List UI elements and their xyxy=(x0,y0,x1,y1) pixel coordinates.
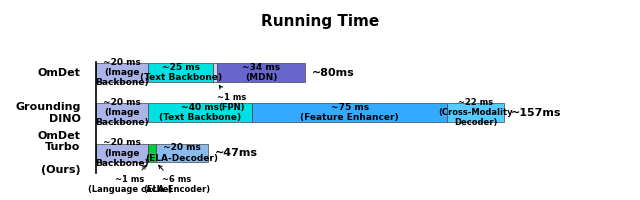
Text: ~6 ms
(ELA-Encoder): ~6 ms (ELA-Encoder) xyxy=(143,165,211,194)
Text: OmDet: OmDet xyxy=(38,68,81,78)
Text: ~20 ms
(Image
Backbone): ~20 ms (Image Backbone) xyxy=(95,138,149,168)
Text: ~75 ms
(Feature Enhancer): ~75 ms (Feature Enhancer) xyxy=(300,103,399,122)
Text: ~20 ms
(ELA-Decoder): ~20 ms (ELA-Decoder) xyxy=(145,143,218,163)
Text: ~34 ms
(MDN): ~34 ms (MDN) xyxy=(242,63,280,82)
Bar xyxy=(96,103,148,122)
Bar xyxy=(96,63,148,82)
Text: ~22 ms
(Cross-Modality
Decoder): ~22 ms (Cross-Modality Decoder) xyxy=(438,98,513,127)
Text: ~40 ms
(Text Backbone): ~40 ms (Text Backbone) xyxy=(159,103,241,122)
Text: ~157ms: ~157ms xyxy=(511,108,561,118)
Bar xyxy=(447,103,504,122)
Text: ~1 ms
(FPN): ~1 ms (FPN) xyxy=(217,85,246,112)
Text: Running Time: Running Time xyxy=(261,14,379,29)
Bar xyxy=(252,103,447,122)
Bar xyxy=(96,144,148,162)
Text: ~1 ms
(Language cache): ~1 ms (Language cache) xyxy=(88,165,172,194)
Text: ~20 ms
(Image
Backbone): ~20 ms (Image Backbone) xyxy=(95,58,149,87)
Bar xyxy=(156,144,208,162)
Text: Grounding
DINO: Grounding DINO xyxy=(15,102,81,124)
Bar xyxy=(217,63,305,82)
Bar xyxy=(148,144,156,162)
Text: OmDet
Turbo

(Ours): OmDet Turbo (Ours) xyxy=(38,131,81,175)
Text: ~25 ms
(Text Backbone): ~25 ms (Text Backbone) xyxy=(140,63,222,82)
Text: ~80ms: ~80ms xyxy=(312,68,355,78)
Bar xyxy=(213,63,217,82)
Text: ~47ms: ~47ms xyxy=(214,148,257,158)
Text: ~20 ms
(Image
Backbone): ~20 ms (Image Backbone) xyxy=(95,98,149,127)
Bar xyxy=(148,103,252,122)
Bar xyxy=(148,63,213,82)
